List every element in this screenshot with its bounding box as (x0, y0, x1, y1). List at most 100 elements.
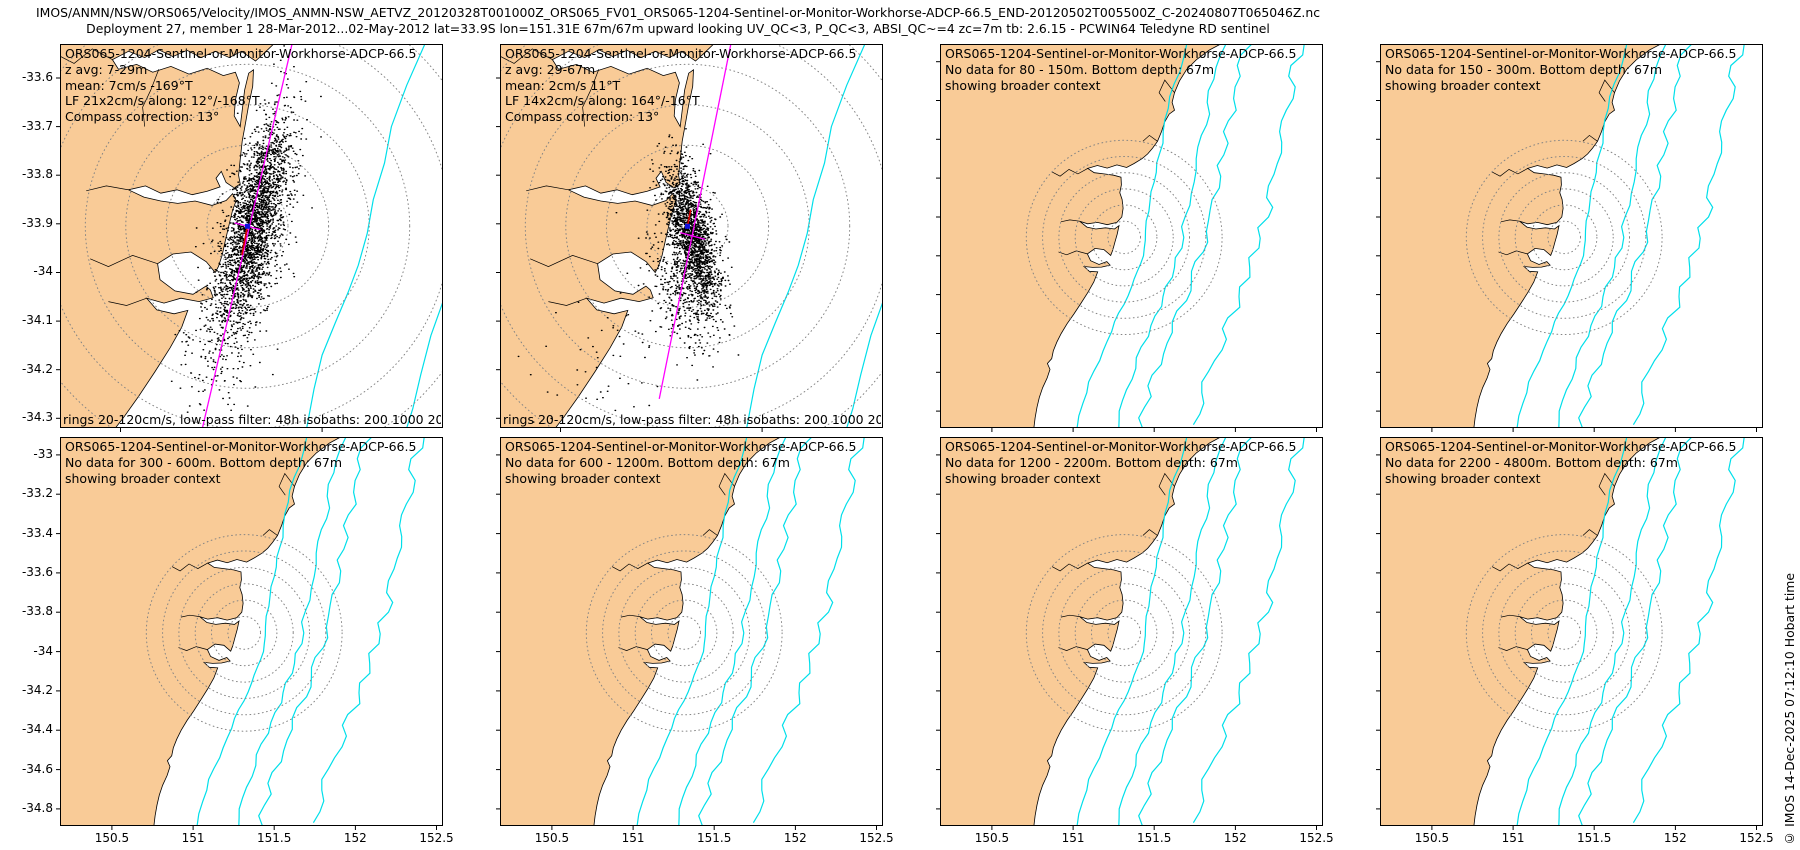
scatter-cloud (517, 128, 740, 423)
river-line (1060, 219, 1080, 223)
isobath-line (1632, 437, 1745, 824)
river-line (1500, 614, 1520, 618)
velocity-ring (1531, 204, 1598, 271)
river-line (530, 255, 598, 267)
x-tick-label: 151.5 (697, 831, 732, 845)
map-layer (940, 44, 1305, 428)
river-line (1582, 134, 1598, 142)
river-line (702, 529, 718, 536)
panel-annotation: No data for 300 - 600m. Bottom depth: 67… (65, 455, 343, 470)
river-line (1582, 529, 1598, 536)
velocity-ring (1514, 188, 1614, 287)
map-layer (940, 437, 1305, 826)
map-panel-5: ORS065-1204-Sentinel-or-Monitor-Workhors… (22, 437, 454, 845)
panel-annotation: No data for 600 - 1200m. Bottom depth: 6… (505, 455, 790, 470)
land-polygon (500, 437, 782, 826)
velocity-ring (1547, 616, 1581, 650)
velocity-ring (1465, 139, 1663, 335)
isobath-line (196, 437, 308, 826)
isobath-line (752, 437, 865, 824)
map-layer (60, 44, 443, 428)
map-panel-1: ORS065-1204-Sentinel-or-Monitor-Workhors… (22, 44, 443, 432)
velocity-ring (524, 63, 851, 389)
header-line2: Deployment 27, member 1 28-Mar-2012...02… (86, 21, 1270, 36)
panel-annotation: No data for 150 - 300m. Bottom depth: 67… (1385, 62, 1663, 77)
river-line (1498, 250, 1528, 256)
map-svg (1376, 44, 1763, 432)
river-line (620, 614, 640, 618)
velocity-ring (667, 616, 701, 650)
axes-frame (940, 44, 1323, 428)
isobath-line (1558, 437, 1667, 826)
river-line (1058, 646, 1088, 651)
panel-title: ORS065-1204-Sentinel-or-Monitor-Workhors… (945, 439, 1297, 454)
axes-frame (60, 437, 443, 826)
panel-annotation: LF 21x2cm/s along: 12°/-168°T (65, 93, 260, 108)
panel-footer: rings 20-120cm/s, low-pass filter: 48h i… (503, 412, 881, 427)
isobath-line (1578, 437, 1693, 826)
map-svg (936, 437, 1323, 830)
velocity-ring (1547, 220, 1581, 255)
copyright-watermark: © IMOS 14-Dec-2025 07:12:10 Hobart time (1782, 573, 1797, 846)
isobath-line (306, 44, 426, 428)
map-panel-4: ORS065-1204-Sentinel-or-Monitor-Workhors… (1376, 44, 1763, 432)
river-line (1142, 134, 1158, 142)
river-line (60, 48, 113, 64)
river-line (1058, 250, 1088, 256)
panel-annotation: showing broader context (1385, 77, 1541, 93)
velocity-ring (211, 599, 278, 667)
isobath-line (698, 437, 813, 826)
panel-annotation: No data for 1200 - 2200m. Bottom depth: … (945, 455, 1238, 470)
y-tick-label: -33.4 (21, 525, 53, 540)
mooring-marker (244, 223, 250, 229)
y-tick-label: -34.3 (21, 410, 53, 425)
panel-title: ORS065-1204-Sentinel-or-Monitor-Workhors… (1385, 439, 1737, 454)
velocity-ring (605, 144, 770, 308)
river-line (1491, 562, 1528, 572)
river-line (90, 255, 158, 267)
velocity-ring (651, 599, 718, 667)
y-tick-label: -33 (33, 446, 53, 461)
isobath-line (1558, 44, 1667, 428)
scatter-cloud (170, 45, 322, 413)
axes-frame (1380, 437, 1763, 826)
panel-annotation: No data for 80 - 150m. Bottom depth: 67m (945, 62, 1215, 77)
panel-title: ORS065-1204-Sentinel-or-Monitor-Workhors… (1385, 46, 1737, 61)
velocity-ring (1465, 534, 1663, 732)
river-line (1598, 79, 1615, 102)
y-tick-label: -33.7 (21, 118, 53, 133)
velocity-ring (1498, 172, 1630, 303)
isobath-line (1076, 44, 1188, 428)
map-panel-6: ORS065-1204-Sentinel-or-Monitor-Workhors… (496, 437, 894, 845)
isobath-line (1118, 437, 1227, 826)
velocity-ring (162, 550, 327, 716)
river-line (611, 562, 648, 572)
x-tick-label: 151.5 (1577, 831, 1612, 845)
isobath-line (636, 437, 748, 826)
land-polygon (940, 437, 1222, 826)
isobath-line (1516, 44, 1628, 428)
principal-axis-line (658, 44, 732, 399)
isobath-line (1578, 44, 1693, 428)
x-tick-label: 150.5 (1414, 831, 1450, 845)
velocity-ring (1042, 550, 1207, 716)
river-line (1060, 614, 1080, 618)
mean-vector (686, 209, 692, 227)
mean-vector (241, 226, 249, 256)
x-tick-label: 151 (181, 831, 205, 845)
panel-annotation: Compass correction: 13° (65, 108, 220, 124)
panel-annotation: z avg: 29-67m (505, 62, 596, 77)
x-tick-label: 152 (343, 831, 367, 845)
panel-footer: rings 20-120cm/s, low-pass filter: 48h i… (63, 412, 441, 427)
panel-annotation: showing broader context (945, 77, 1101, 93)
velocity-ring (1482, 550, 1647, 716)
y-tick-label: -34.2 (21, 682, 53, 697)
river-line (1158, 79, 1175, 102)
axes-frame (500, 437, 883, 826)
land-polygon (1380, 437, 1662, 826)
velocity-ring (1025, 534, 1223, 732)
y-tick-label: -34.1 (21, 313, 53, 328)
y-tick-label: -33.6 (21, 70, 53, 85)
x-tick-label: 150.5 (534, 831, 570, 845)
